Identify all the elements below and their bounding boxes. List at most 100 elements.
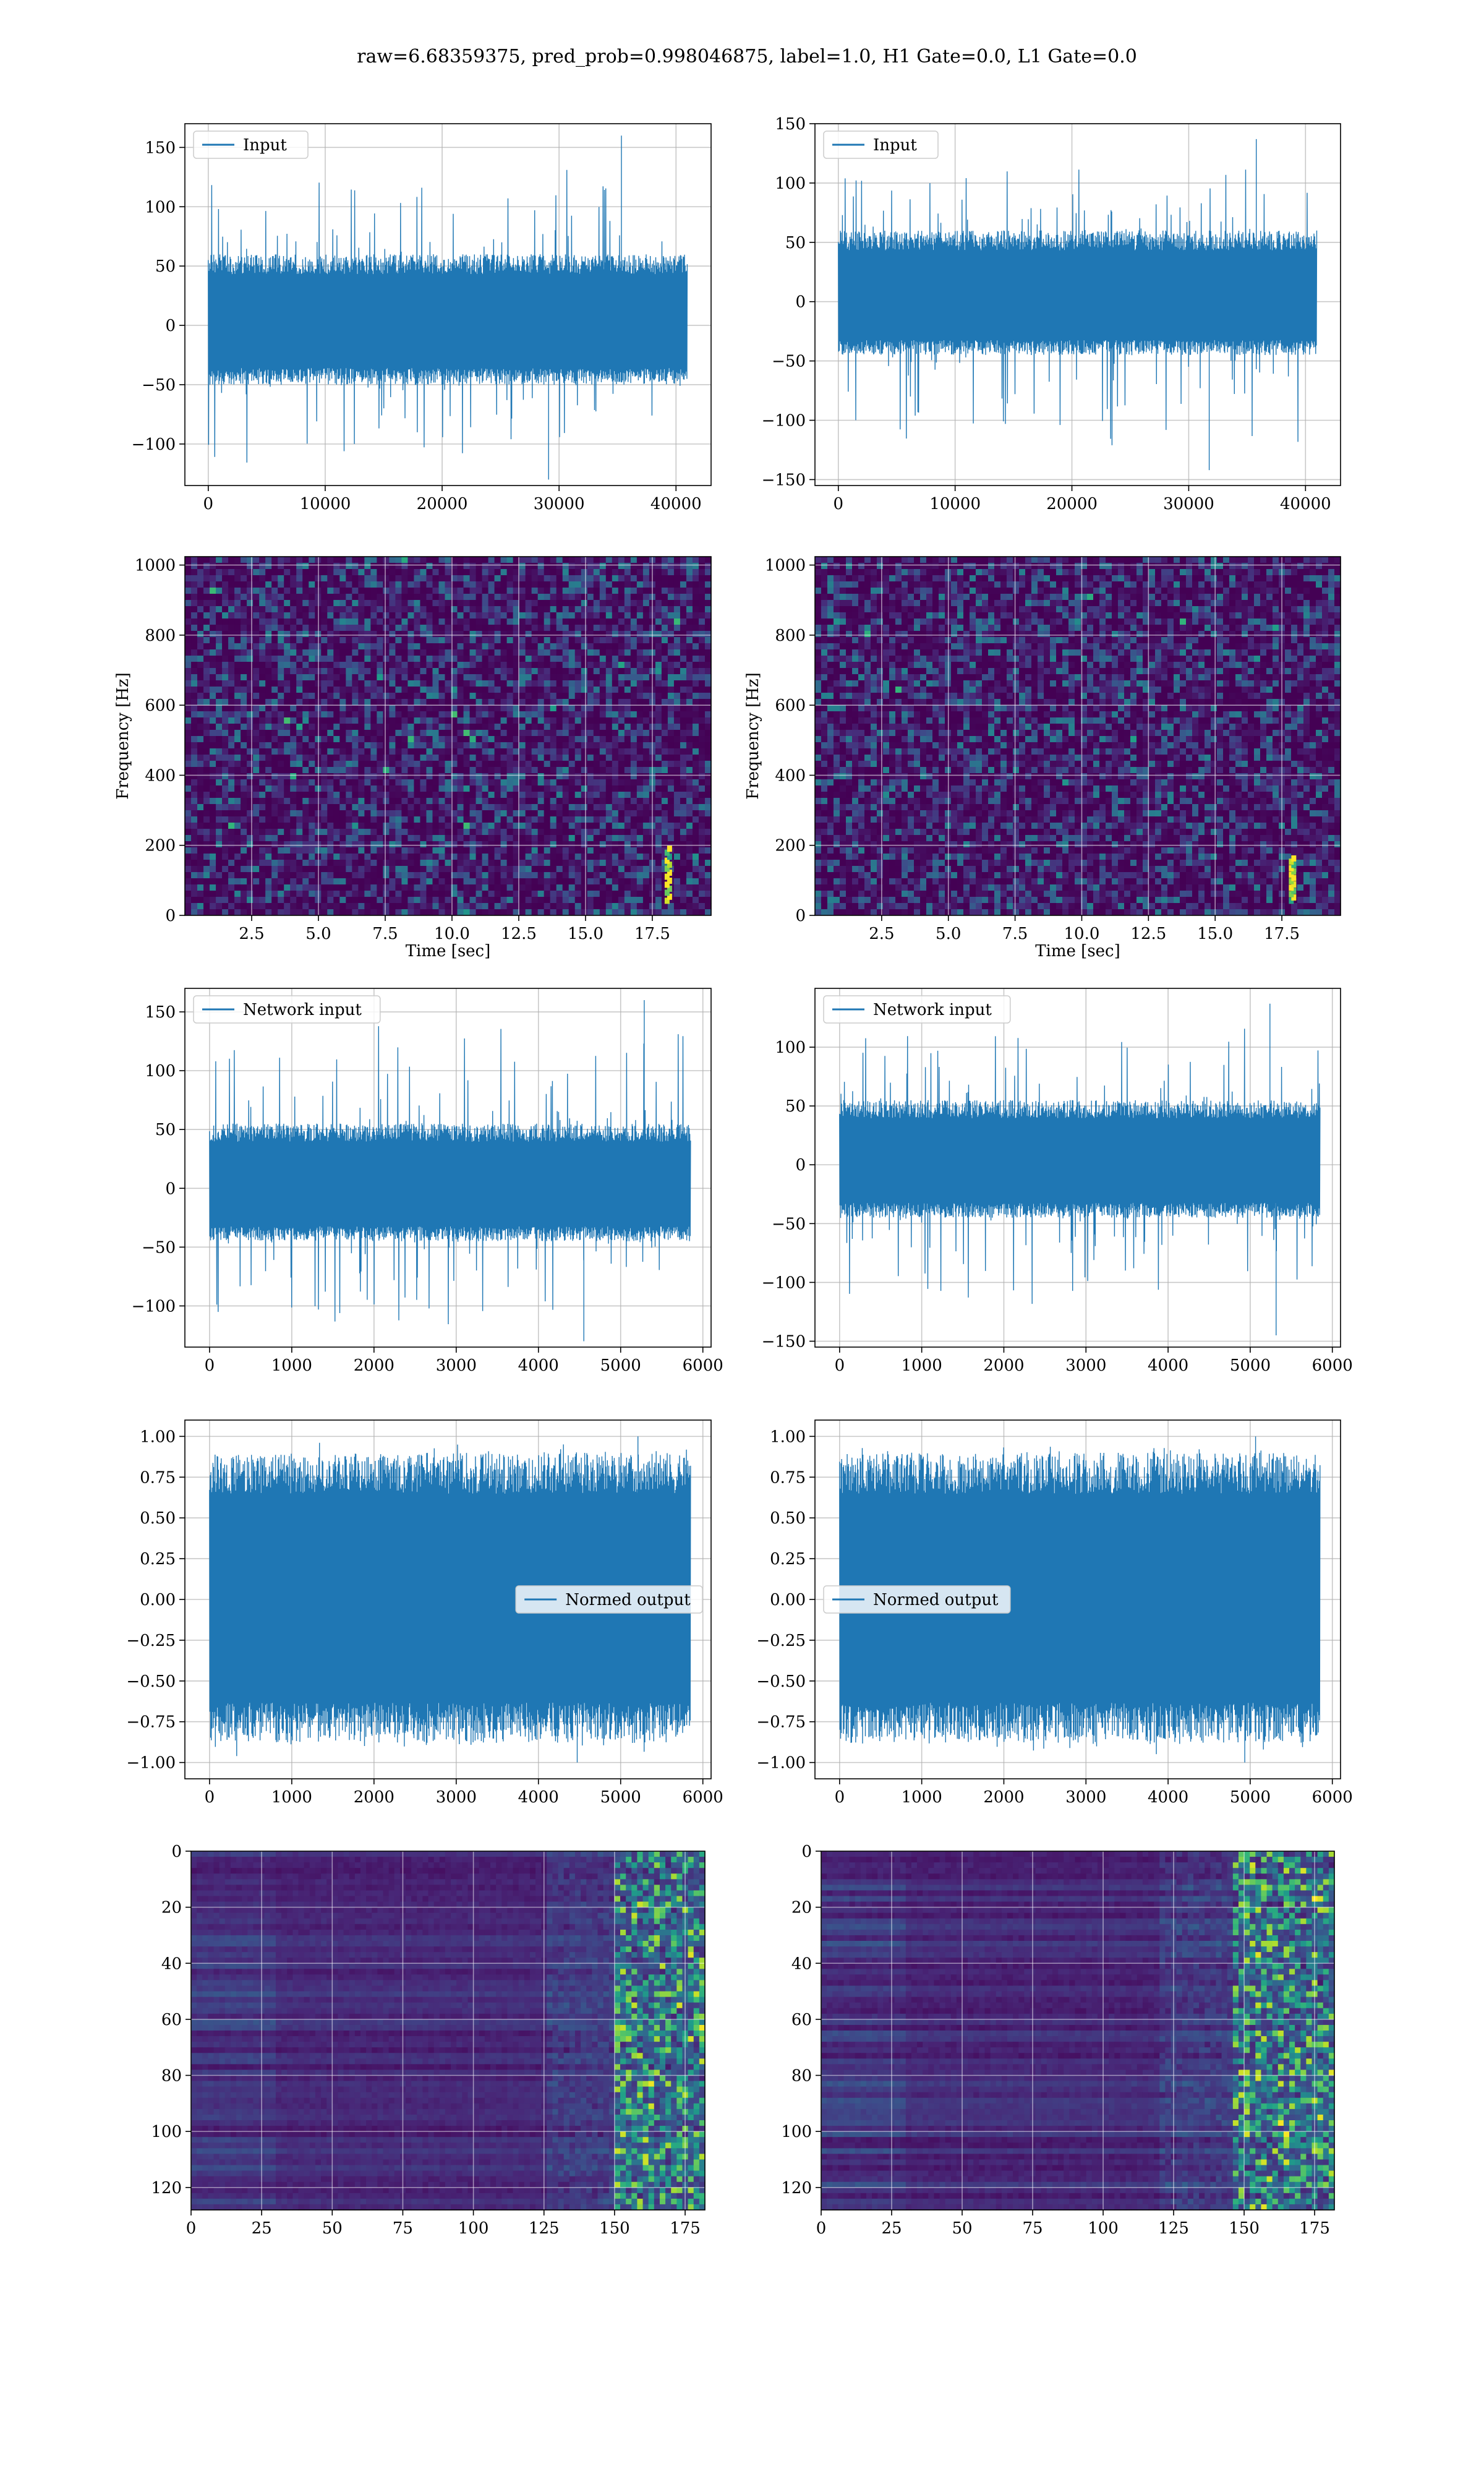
heatmap-cell — [562, 612, 569, 619]
heatmap-cell — [531, 761, 539, 768]
heatmap-cell — [259, 816, 266, 823]
heatmap-cell — [562, 909, 569, 916]
heatmap-cell — [296, 736, 303, 743]
heatmap-cell — [475, 557, 483, 563]
heatmap-cell — [271, 847, 278, 854]
heatmap-cell — [420, 884, 427, 891]
heatmap-cell — [599, 637, 607, 644]
heatmap-cell — [475, 711, 483, 718]
heatmap-cell — [414, 693, 421, 700]
heatmap-cell — [457, 687, 464, 693]
heatmap-cell — [358, 699, 365, 706]
heatmap-cell — [642, 693, 650, 700]
heatmap-cell — [475, 674, 483, 681]
heatmap-cell — [451, 823, 458, 829]
heatmap-cell — [642, 773, 650, 780]
heatmap-cell — [680, 588, 687, 594]
heatmap-cell — [247, 588, 254, 594]
x-tick-label: 30000 — [534, 495, 585, 513]
heatmap-cell — [451, 761, 458, 768]
heatmap-cell — [327, 705, 334, 712]
heatmap-cell — [321, 662, 328, 669]
heatmap-cell — [284, 761, 291, 768]
heatmap-cell — [216, 687, 223, 693]
heatmap-cell — [686, 767, 693, 774]
heatmap-cell — [463, 699, 471, 706]
heatmap-cell — [704, 903, 712, 910]
heatmap-cell — [525, 625, 532, 631]
heatmap-cell — [333, 724, 340, 730]
heatmap-cell — [457, 742, 464, 749]
heatmap-cell — [568, 557, 576, 563]
heatmap-cell — [531, 891, 539, 897]
heatmap-cell — [253, 909, 260, 916]
x-tick-label: 0 — [203, 495, 214, 513]
heatmap-cell — [216, 569, 223, 576]
heatmap-cell — [339, 897, 346, 904]
heatmap-cell — [686, 594, 693, 601]
heatmap-cell — [426, 643, 433, 650]
heatmap-cell — [241, 724, 247, 730]
heatmap-cell — [525, 557, 532, 563]
heatmap-cell — [203, 699, 210, 706]
heatmap-cell — [395, 884, 403, 891]
heatmap-cell — [531, 742, 539, 749]
heatmap-cell — [278, 884, 284, 891]
heatmap-cell — [469, 569, 477, 576]
heatmap-cell — [494, 600, 501, 607]
heatmap-cell — [420, 680, 427, 687]
heatmap-cell — [216, 557, 223, 563]
heatmap-cell — [253, 810, 260, 817]
heatmap-cell — [296, 779, 303, 786]
heatmap-cell — [222, 773, 229, 780]
heatmap-cell — [544, 872, 551, 879]
heatmap-cell — [605, 649, 613, 656]
heatmap-cell — [290, 662, 297, 669]
heatmap-cell — [271, 767, 278, 774]
heatmap-cell — [612, 581, 619, 588]
heatmap-cell — [599, 680, 607, 687]
heatmap-cell — [451, 736, 458, 743]
heatmap-cell — [661, 785, 668, 792]
heatmap-cell — [271, 693, 278, 700]
heatmap-cell — [414, 798, 421, 805]
heatmap-cell — [593, 631, 600, 638]
heatmap-cell — [686, 600, 693, 607]
heatmap-cell — [680, 755, 687, 761]
heatmap-cell — [352, 643, 359, 650]
heatmap-cell — [259, 841, 266, 848]
heatmap-cell — [642, 841, 650, 848]
heatmap-cell — [525, 717, 532, 724]
heatmap-cell — [203, 891, 210, 897]
heatmap-cell — [574, 662, 582, 669]
heatmap-cell — [544, 884, 551, 891]
heatmap-cell — [234, 755, 241, 761]
heatmap-cell — [581, 884, 588, 891]
x-tick-label: 40000 — [1280, 495, 1331, 513]
heatmap-cell — [457, 711, 464, 718]
heatmap-cell — [401, 804, 409, 811]
heatmap-cell — [247, 557, 254, 563]
heatmap-cell — [265, 588, 272, 594]
heatmap-cell — [407, 594, 415, 601]
heatmap-cell — [222, 612, 229, 619]
heatmap-cell — [203, 779, 210, 786]
heatmap-cell — [377, 866, 383, 873]
heatmap-cell — [568, 878, 576, 885]
heatmap-cell — [488, 748, 495, 755]
heatmap-cell — [271, 717, 278, 724]
heatmap-cell — [599, 841, 607, 848]
heatmap-cell — [203, 563, 210, 570]
heatmap-cell — [488, 785, 495, 792]
heatmap-cell — [636, 581, 644, 588]
heatmap-cell — [593, 736, 600, 743]
heatmap-cell — [451, 705, 458, 712]
heatmap-cell — [222, 557, 229, 563]
heatmap-cell — [475, 563, 483, 570]
heatmap-cell — [370, 588, 377, 594]
heatmap-cell — [271, 680, 278, 687]
heatmap-cell — [506, 854, 514, 860]
heatmap-cell — [296, 631, 303, 638]
heatmap-cell — [488, 643, 495, 650]
heatmap-cell — [599, 823, 607, 829]
